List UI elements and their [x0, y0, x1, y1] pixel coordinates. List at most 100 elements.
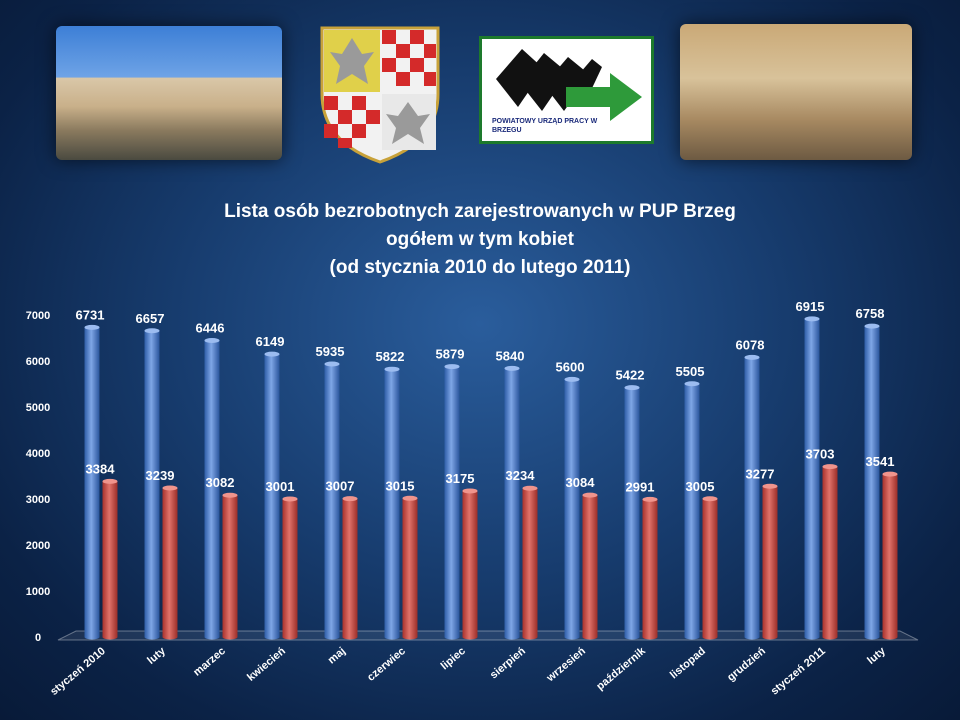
data-label-women: 3234	[506, 468, 536, 483]
bar-women	[162, 485, 178, 640]
x-tick-label: styczeń 2010	[48, 645, 108, 698]
bar-total-body	[204, 340, 220, 640]
bar-total-body	[864, 326, 880, 640]
bar-women-body	[702, 498, 718, 640]
bar-total	[504, 365, 520, 640]
data-label-total: 6446	[196, 320, 225, 335]
bar-women-top	[282, 496, 298, 502]
bar-total-body	[624, 387, 640, 640]
bar-women	[882, 471, 898, 640]
pup-logo: POWIATOWY URZĄD PRACY W BRZEGU	[479, 36, 654, 144]
data-label-total: 5935	[316, 344, 345, 359]
bar-women-body	[102, 481, 118, 640]
y-tick-label: 4000	[26, 448, 50, 460]
y-tick-label: 7000	[26, 310, 50, 322]
data-label-women: 3007	[326, 479, 355, 494]
data-label-women: 3084	[566, 475, 596, 490]
bar-total-body	[84, 327, 100, 640]
bar-total-body	[504, 368, 520, 640]
data-label-women: 3703	[806, 447, 835, 462]
y-tick-label: 2000	[26, 540, 50, 552]
coat-of-arms-image	[320, 26, 440, 164]
bar-total-body	[264, 354, 280, 640]
x-tick-label: sierpień	[488, 645, 528, 681]
x-tick-label: czerwiec	[365, 645, 408, 684]
chart-floor-plane	[57, 630, 919, 641]
bar-women	[582, 492, 598, 640]
bar-women	[342, 496, 358, 640]
data-label-total: 6731	[76, 307, 105, 322]
x-tick-label: wrzesień	[544, 645, 588, 685]
bar-women-top	[882, 471, 898, 477]
bar-total	[864, 323, 880, 640]
bar-total-top	[324, 361, 340, 367]
bar-women	[762, 483, 778, 640]
bar-total-top	[564, 376, 580, 382]
chart-title: Lista osób bezrobotnych zarejestrowanych…	[160, 198, 800, 282]
pup-logo-icon	[496, 49, 642, 121]
bar-total-body	[804, 318, 820, 640]
bar-women-body	[282, 498, 298, 640]
bar-total-top	[804, 316, 820, 322]
bar-total-body	[444, 366, 460, 640]
bar-women-body	[822, 466, 838, 640]
bar-total	[684, 381, 700, 640]
data-label-total: 6657	[136, 311, 165, 326]
data-label-total: 6078	[736, 337, 765, 352]
data-label-total: 6915	[796, 299, 825, 314]
bar-women-body	[162, 488, 178, 640]
bar-total-top	[144, 328, 160, 334]
bar-women-body	[882, 474, 898, 640]
x-tick-label: luty	[145, 645, 168, 667]
bars	[84, 316, 898, 640]
x-tick-label: lipiec	[439, 645, 468, 672]
data-label-women: 3384	[86, 461, 116, 476]
data-label-total: 5879	[436, 347, 465, 362]
bar-women-body	[402, 498, 418, 640]
bar-women-top	[822, 464, 838, 470]
bar-women-body	[642, 499, 658, 640]
bar-women	[282, 496, 298, 640]
data-label-total: 5840	[496, 348, 525, 363]
y-tick-label: 6000	[26, 356, 50, 368]
bar-women-top	[522, 485, 538, 491]
bar-women-body	[582, 495, 598, 640]
data-label-women: 3015	[386, 478, 415, 493]
bar-total	[204, 337, 220, 640]
bar-women	[102, 478, 118, 640]
bar-total	[564, 376, 580, 640]
data-label-total: 6149	[256, 334, 285, 349]
data-label-women: 2991	[626, 479, 655, 494]
bar-total-body	[564, 379, 580, 640]
bar-women-top	[642, 496, 658, 502]
bar-women	[462, 488, 478, 640]
bar-total-top	[264, 351, 280, 357]
bar-total	[144, 328, 160, 640]
bar-total	[84, 324, 100, 640]
bar-women	[642, 496, 658, 640]
bar-total	[264, 351, 280, 640]
x-tick-label: luty	[865, 645, 888, 667]
x-tick-label: listopad	[668, 645, 708, 681]
y-tick-label: 3000	[26, 494, 50, 506]
bar-women-body	[522, 488, 538, 640]
bar-women-top	[702, 496, 718, 502]
bar-total	[324, 361, 340, 640]
data-label-women: 3239	[146, 468, 175, 483]
bar-total-body	[144, 330, 160, 640]
bar-total-top	[444, 364, 460, 370]
bar-total-body	[384, 369, 400, 640]
y-tick-label: 1000	[26, 586, 50, 598]
bar-women-body	[222, 495, 238, 640]
bar-women-body	[342, 498, 358, 640]
bar-women-top	[102, 478, 118, 484]
data-label-total: 5822	[376, 349, 405, 364]
bar-total-top	[504, 365, 520, 371]
bar-women-top	[342, 496, 358, 502]
bar-total	[744, 354, 760, 640]
bar-total-body	[324, 363, 340, 640]
chart-floor	[57, 630, 919, 641]
bar-women	[402, 495, 418, 640]
bar-total	[624, 385, 640, 640]
